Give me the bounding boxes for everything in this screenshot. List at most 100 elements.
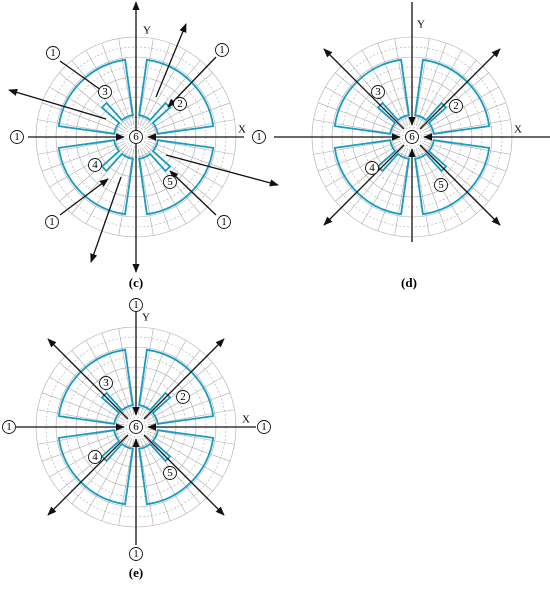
grid-ray (49, 432, 126, 478)
outline (333, 139, 410, 216)
arrow (323, 144, 405, 226)
grid-ray (147, 392, 231, 424)
grid-ray (317, 102, 401, 134)
marker-label: 6 (133, 421, 139, 433)
grid-ray (146, 432, 223, 478)
marker-label: 6 (133, 131, 139, 143)
grid-ray (101, 332, 133, 416)
grid-ray (377, 148, 409, 232)
grid-ray (41, 140, 125, 172)
outline (138, 429, 215, 506)
outline (57, 139, 134, 216)
grid-ray (325, 86, 402, 132)
arrow (143, 434, 225, 516)
marker-circle (46, 46, 60, 60)
outline (333, 58, 410, 135)
grid-ray (49, 86, 126, 132)
grid-ray (317, 140, 401, 172)
marker-circle (257, 420, 271, 434)
marker-label: 4 (92, 159, 98, 171)
grid-circle (125, 416, 147, 438)
outline (57, 58, 134, 135)
marker-label: 1 (219, 44, 225, 56)
marker-circle (129, 130, 143, 144)
grid-ray (49, 142, 126, 188)
marker-label: 2 (453, 100, 459, 112)
arrow (155, 23, 187, 98)
arrow (59, 178, 109, 216)
marker-circle (129, 298, 143, 312)
y-axis-label: Y (143, 25, 151, 37)
marker-label: 1 (133, 548, 139, 560)
arrow (8, 88, 107, 120)
grid-ray (147, 430, 231, 462)
marker-circle (252, 130, 266, 144)
marker-label: 2 (177, 98, 183, 110)
marker-label: 4 (369, 162, 375, 174)
marker-label: 2 (180, 391, 186, 403)
grid-ray (415, 148, 447, 232)
arrow (419, 144, 501, 226)
marker-circle (173, 97, 187, 111)
grid-ray (422, 142, 499, 188)
marker-circle (10, 130, 24, 144)
arrow (419, 48, 501, 130)
y-axis-label: Y (417, 19, 425, 31)
outline (138, 348, 215, 425)
grid-ray (139, 148, 171, 232)
marker-circle (2, 420, 16, 434)
x-axis-label: X (242, 414, 250, 426)
grid-ray (41, 430, 125, 462)
marker-circle (371, 85, 385, 99)
marker-label: 1 (261, 421, 267, 433)
grid-ray (141, 340, 187, 417)
arrow (165, 154, 279, 187)
marker-circle (217, 215, 231, 229)
outline (414, 139, 491, 216)
grid-ray (139, 42, 171, 126)
grid-ray (101, 438, 133, 522)
x-axis-label: X (514, 124, 522, 136)
marker-label: 1 (14, 131, 20, 143)
marker-label: 6 (409, 131, 415, 143)
grid-ray (139, 438, 171, 522)
outline (57, 429, 134, 506)
outline (414, 58, 491, 135)
caption: (e) (129, 565, 143, 580)
marker-label: 5 (167, 467, 173, 479)
arrow (169, 170, 217, 216)
panel: 3 2 4 5 6 X Y (d) (274, 2, 550, 290)
marker-label: 1 (221, 216, 227, 228)
marker-circle (98, 85, 112, 99)
marker-circle (129, 547, 143, 561)
marker-circle (88, 158, 102, 172)
grid-ray (415, 42, 447, 126)
grid-ray (147, 102, 231, 134)
marker-circle (163, 466, 177, 480)
arrow (143, 338, 225, 420)
marker-circle (163, 175, 177, 189)
panel: 1 1 1 1 1 1 3 2 4 5 6 X Y (c) (8, 1, 279, 290)
grid-ray (85, 437, 131, 514)
marker-circle (176, 390, 190, 404)
marker-circle (215, 43, 229, 57)
grid-ray (141, 50, 187, 127)
marker-label: 3 (102, 86, 108, 98)
y-axis-label: Y (142, 312, 150, 324)
x-axis-label: X (238, 124, 246, 136)
grid-circle (401, 126, 423, 148)
marker-label: 1 (133, 299, 139, 311)
grid-ray (423, 102, 507, 134)
outline (138, 58, 215, 135)
marker-circle (99, 376, 113, 390)
outline (57, 348, 134, 425)
caption: (d) (401, 275, 417, 290)
grid-ray (139, 332, 171, 416)
caption: (c) (129, 275, 143, 290)
marker-label: 3 (103, 377, 109, 389)
arrow (47, 338, 129, 420)
marker-label: 5 (167, 176, 173, 188)
marker-label: 4 (92, 451, 98, 463)
outline (138, 139, 215, 216)
